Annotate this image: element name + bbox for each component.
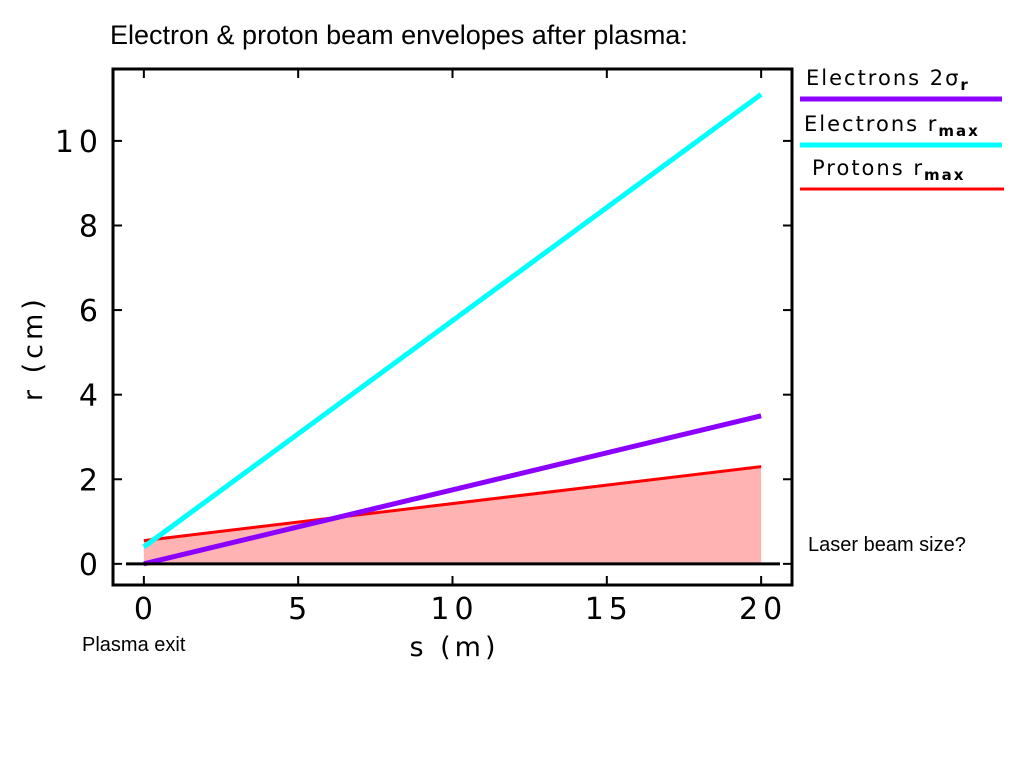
- x-tick-label: 0: [134, 592, 158, 627]
- x-tick-label: 10: [430, 592, 478, 627]
- x-tick-label: 5: [288, 592, 312, 627]
- y-tick-label: 4: [79, 379, 103, 414]
- series-line-1: [142, 92, 763, 549]
- series-fills: [143, 466, 762, 564]
- annotation-plasma-exit: Plasma exit: [82, 634, 186, 656]
- series-lines: [142, 92, 763, 567]
- x-tick-label: 15: [585, 592, 633, 627]
- y-tick-label: 0: [79, 548, 103, 583]
- y-tick-label: 8: [79, 209, 103, 244]
- axis-tick-labels: 0 5 10 15 20 0 2 4 6 8 10: [55, 125, 787, 627]
- axis-ticks: [113, 69, 792, 585]
- legend-label-0: Electrons 2σr: [806, 66, 970, 94]
- y-axis-title: r (cm): [18, 295, 49, 401]
- y-tick-label: 2: [79, 463, 103, 498]
- series-fill-protons: [143, 466, 762, 564]
- chart-title: Electron & proton beam envelopes after p…: [110, 20, 688, 50]
- y-tick-label: 10: [55, 125, 103, 160]
- legend-label-2: Protons rmax: [812, 156, 965, 184]
- y-tick-label: 6: [79, 294, 103, 329]
- series-line-0: [143, 413, 762, 567]
- x-axis-title: s (m): [409, 632, 499, 663]
- legend: Electrons 2σr Electrons rmax Protons rmax: [800, 66, 1004, 191]
- series-line-2: [143, 465, 762, 543]
- annotation-laser-beam-size: Laser beam size?: [808, 534, 966, 556]
- x-tick-label: 20: [739, 592, 787, 627]
- legend-label-1: Electrons rmax: [804, 112, 980, 140]
